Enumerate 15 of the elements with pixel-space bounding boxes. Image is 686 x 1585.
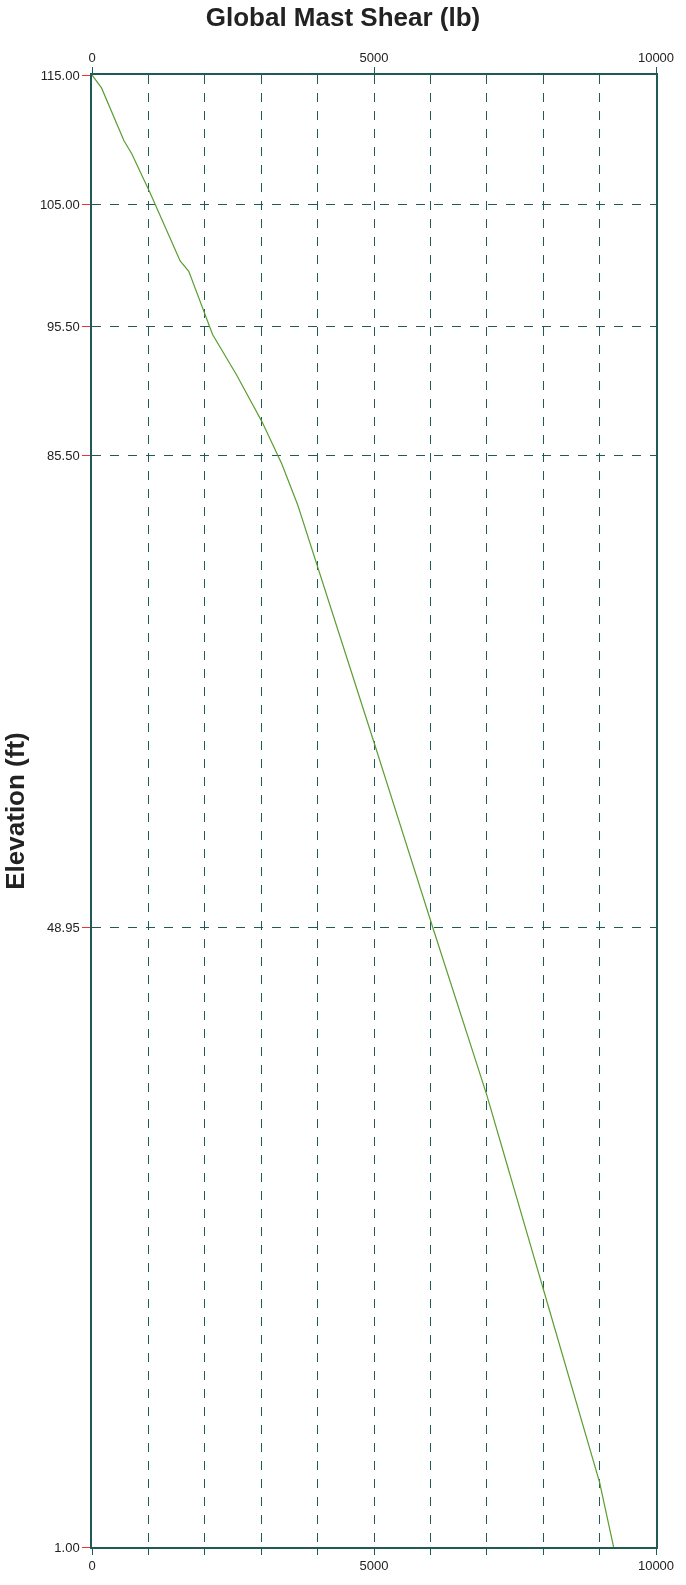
y-tick-label: 1.00 — [54, 1539, 80, 1555]
x2-tick-label: 5000 — [359, 1558, 389, 1574]
y-tick-label: 95.50 — [47, 319, 80, 335]
x-tick-label: 10000 — [637, 50, 675, 66]
y-tick-label: 105.00 — [39, 196, 80, 212]
y-tick-label: 85.50 — [47, 448, 80, 464]
y-tick-label: 48.95 — [47, 920, 80, 936]
y-tick-label: 115.00 — [40, 67, 80, 83]
x2-tick-label: 10000 — [637, 1558, 675, 1574]
x2-tick-label: 0 — [88, 1558, 96, 1574]
x-tick-label: 0 — [88, 50, 96, 66]
y-axis-title: Elevation (ft) — [0, 732, 30, 890]
x-tick-label: 5000 — [359, 50, 389, 66]
chart-title: Global Mast Shear (lb) — [205, 2, 481, 33]
line-series — [92, 75, 615, 1547]
